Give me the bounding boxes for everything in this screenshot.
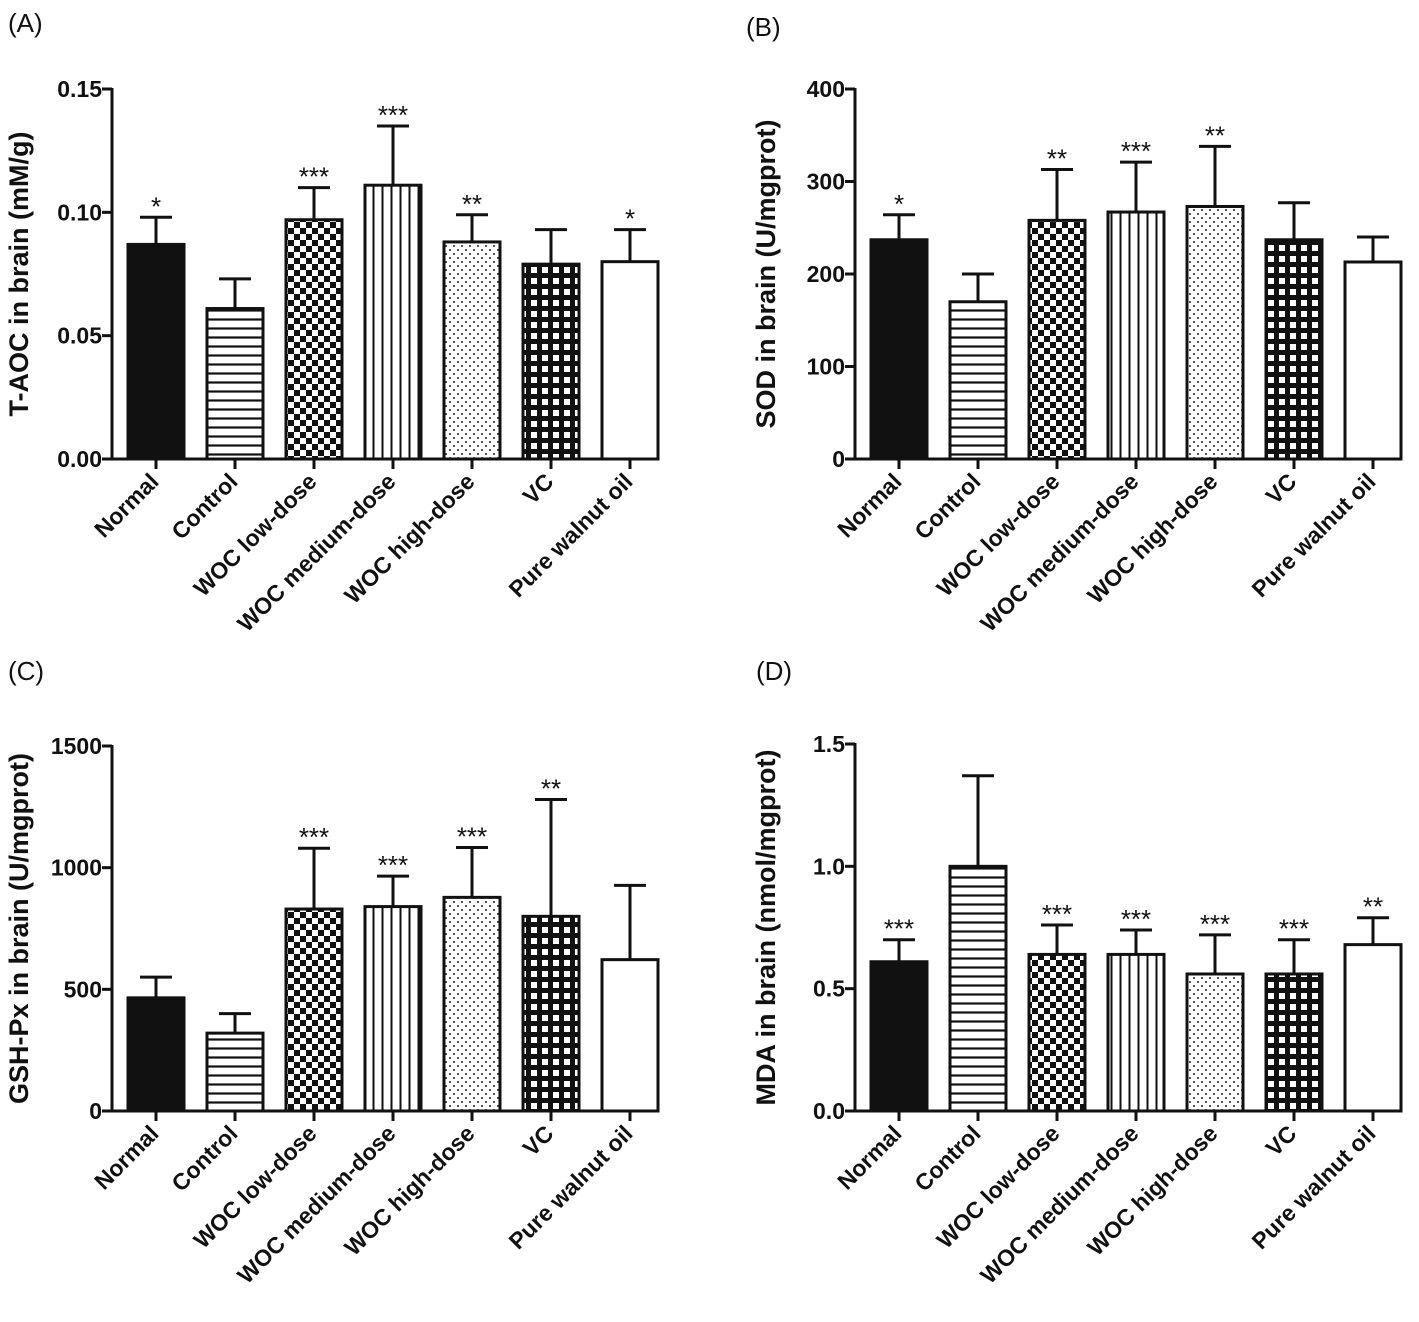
y-tick-label: 0.05	[57, 323, 102, 349]
category-label: Control	[166, 468, 242, 544]
bar-normal	[869, 960, 929, 1113]
category-label: Normal	[832, 468, 906, 542]
bar-vc	[521, 914, 581, 1113]
y-axis-label: T-AOC in brain (mM/g)	[4, 132, 34, 417]
bar-control	[948, 300, 1008, 461]
significance-label: **	[1363, 892, 1383, 922]
bar-woc-low-dose	[1027, 952, 1087, 1113]
significance-label: *	[151, 191, 161, 221]
y-tick-label: 0.5	[813, 976, 845, 1002]
y-tick-label: 100	[807, 354, 845, 380]
significance-label: ***	[378, 100, 408, 130]
bar-pure-walnut-oil	[600, 260, 660, 461]
y-tick-label: 0.15	[57, 76, 102, 102]
y-tick-label: 200	[807, 261, 845, 287]
bar-pure-walnut-oil	[600, 958, 660, 1113]
category-label: WOC medium-dose	[975, 468, 1143, 636]
bar-vc	[1264, 238, 1324, 461]
bar-woc-high-dose	[1185, 204, 1245, 461]
category-label: Normal	[832, 1120, 906, 1194]
category-label: WOC medium-dose	[232, 468, 400, 636]
bar-woc-low-dose	[1027, 218, 1087, 461]
panel-label: (D)	[756, 656, 792, 686]
significance-label: **	[462, 189, 482, 219]
bar-woc-low-dose	[284, 907, 344, 1113]
significance-label: ***	[299, 822, 329, 852]
bar-woc-high-dose	[442, 240, 502, 461]
category-label: Control	[909, 1120, 985, 1196]
significance-label: ***	[1121, 904, 1151, 934]
category-label: VC	[518, 1120, 559, 1161]
bar-control	[205, 307, 265, 461]
y-axis-label: SOD in brain (U/mgprot)	[751, 120, 781, 429]
significance-label: ***	[1042, 899, 1072, 929]
bar-pure-walnut-oil	[1343, 943, 1403, 1113]
category-label: WOC medium-dose	[232, 1120, 400, 1288]
significance-label: **	[1205, 120, 1225, 150]
significance-label: **	[1047, 143, 1067, 173]
significance-label: ***	[1121, 136, 1151, 166]
bar-normal	[126, 996, 186, 1113]
significance-label: *	[894, 189, 904, 219]
y-tick-label: 400	[807, 76, 845, 102]
panel-a: (A) T-AOC in brain (mM/g) 0.00 0.05 0.10 0.15…	[4, 8, 660, 637]
bar-control	[205, 1031, 265, 1113]
bar-normal	[869, 238, 929, 461]
bar-control	[948, 864, 1008, 1113]
bar-normal	[126, 242, 186, 461]
y-tick-label: 300	[807, 169, 845, 195]
y-tick-label: 0.00	[57, 446, 102, 472]
category-label: Control	[166, 1120, 242, 1196]
y-tick-label: 1.5	[813, 731, 845, 757]
significance-label: **	[541, 774, 561, 804]
category-label: WOC medium-dose	[975, 1120, 1143, 1288]
significance-label: ***	[299, 162, 329, 192]
panel-b: (B) SOD in brain (U/mgprot) 0 100 200 300 400 N…	[746, 12, 1403, 637]
category-label: Control	[909, 468, 985, 544]
y-axis-label: GSH-Px in brain (U/mgprot)	[4, 753, 34, 1104]
significance-label: *	[625, 204, 635, 234]
significance-label: ***	[1279, 914, 1309, 944]
panel-c: (C) GSH-Px in brain (U/mgprot) 0 500 1000 150…	[4, 656, 660, 1289]
bar-woc-medium-dose	[1106, 952, 1166, 1113]
panel-label: (C)	[8, 656, 44, 686]
category-label: Normal	[89, 468, 163, 542]
significance-label: ***	[457, 821, 487, 851]
bar-woc-high-dose	[442, 895, 502, 1113]
y-tick-label: 1000	[51, 855, 102, 881]
significance-label: ***	[884, 914, 914, 944]
category-label: VC	[518, 468, 559, 509]
bar-vc	[1264, 972, 1324, 1113]
panel-label: (A)	[8, 8, 43, 38]
panel-label: (B)	[746, 12, 781, 42]
y-axis-label: MDA in brain (nmol/mgprot)	[751, 750, 781, 1106]
y-tick-label: 0.10	[57, 199, 102, 225]
bar-woc-medium-dose	[1106, 210, 1166, 461]
panel-d: (D) MDA in brain (nmol/mgprot) 0.0 0.5 1.0 1.…	[751, 656, 1403, 1289]
bar-vc	[521, 262, 581, 461]
category-label: VC	[1261, 468, 1302, 509]
category-label: VC	[1261, 1120, 1302, 1161]
y-tick-label: 0.0	[813, 1098, 845, 1124]
bar-pure-walnut-oil	[1343, 260, 1403, 461]
category-label: Normal	[89, 1120, 163, 1194]
bar-woc-low-dose	[284, 218, 344, 461]
bar-woc-high-dose	[1185, 972, 1245, 1113]
significance-label: ***	[1200, 909, 1230, 939]
y-tick-label: 500	[64, 976, 102, 1002]
significance-label: ***	[378, 850, 408, 880]
bar-woc-medium-dose	[363, 183, 423, 461]
bar-woc-medium-dose	[363, 905, 423, 1113]
y-tick-label: 0	[832, 446, 845, 472]
y-tick-label: 0	[89, 1098, 102, 1124]
y-tick-label: 1500	[51, 733, 102, 759]
y-tick-label: 1.0	[813, 853, 845, 879]
